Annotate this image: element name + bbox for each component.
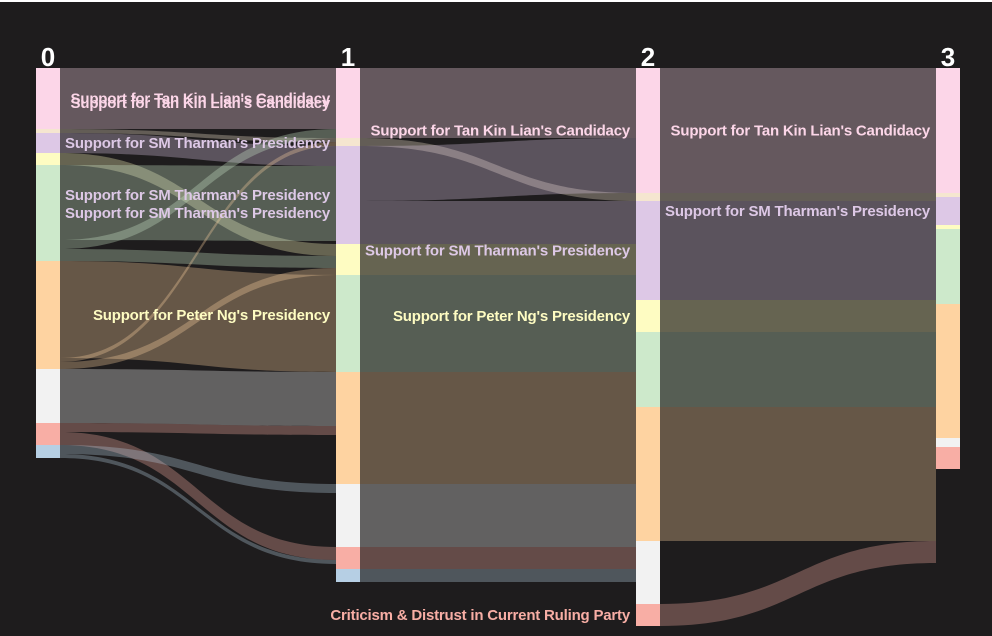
sankey-link — [60, 249, 336, 268]
sankey-link — [660, 447, 936, 541]
sankey-link — [360, 541, 636, 547]
sankey-link — [60, 68, 336, 129]
sankey-node — [636, 604, 660, 626]
sankey-node — [636, 193, 660, 201]
sankey-node — [936, 304, 960, 438]
node-label: Support for SM Tharman's Presidency — [665, 203, 931, 220]
sankey-link — [60, 261, 336, 372]
sankey-link — [60, 369, 336, 426]
sankey-link — [360, 244, 636, 275]
link-layer — [60, 68, 936, 626]
sankey-node — [36, 445, 60, 458]
sankey-node — [36, 165, 60, 261]
sankey-link — [360, 68, 636, 138]
node-layer — [36, 68, 960, 626]
sankey-node — [336, 68, 360, 138]
sankey-node — [36, 423, 60, 445]
sankey-node — [936, 197, 960, 225]
sankey-node — [36, 369, 60, 423]
column-label: 1 — [341, 42, 355, 72]
sankey-link — [60, 133, 336, 166]
column-label-layer: 0 1 2 3 — [41, 42, 955, 72]
sankey-node — [36, 68, 60, 129]
column-label: 3 — [941, 42, 955, 72]
node-label: Support for Tan Kin Lian's Candidacy — [671, 123, 931, 140]
sankey-link — [360, 138, 636, 201]
sankey-link — [660, 193, 936, 197]
node-label: Criticism & Distrust in Current Ruling P… — [330, 607, 630, 624]
sankey-node — [936, 447, 960, 469]
sankey-link — [360, 138, 636, 201]
sankey-node — [336, 244, 360, 275]
sankey-link — [360, 484, 636, 541]
top-border — [0, 0, 992, 2]
sankey-link — [360, 300, 636, 332]
sankey-node — [336, 569, 360, 582]
sankey-link — [360, 332, 636, 372]
sankey-link — [360, 201, 636, 244]
node-label: Support for SM Tharman's Presidency — [65, 187, 331, 204]
sankey-node — [936, 193, 960, 197]
node-label: Support for SM Tharman's Presidency — [365, 243, 631, 260]
sankey-link — [660, 332, 936, 407]
sankey-link — [360, 407, 636, 484]
sankey-node — [336, 372, 360, 484]
sankey-link — [60, 423, 336, 435]
sankey-node — [336, 275, 360, 372]
sankey-link — [60, 268, 336, 369]
sankey-node — [636, 300, 660, 332]
sankey-link — [360, 275, 636, 300]
sankey-node — [636, 541, 660, 604]
sankey-link — [660, 304, 936, 332]
sankey-link — [60, 129, 336, 249]
label-layer: Support for Tan Kin Lian's CandidacySupp… — [65, 91, 931, 625]
sankey-link — [60, 445, 336, 493]
sankey-node — [936, 68, 960, 193]
column-label: 2 — [641, 42, 655, 72]
sankey-link — [60, 153, 336, 256]
sankey-node — [936, 229, 960, 304]
sankey-node — [36, 153, 60, 165]
sankey-link — [60, 165, 336, 241]
sankey-node — [36, 133, 60, 153]
sankey-link — [660, 407, 936, 438]
sankey-node — [636, 332, 660, 407]
sankey-link — [660, 229, 936, 300]
sankey-node — [336, 138, 360, 146]
sankey-node — [636, 407, 660, 541]
sankey-node — [36, 129, 60, 133]
sankey-node — [936, 438, 960, 447]
node-label: Support for Tan Kin Lian's Candidacy — [371, 123, 631, 140]
sankey-link — [60, 432, 336, 560]
sankey-node — [636, 68, 660, 193]
node-label: Support for SM Tharman's Presidency — [65, 135, 331, 152]
sankey-link — [660, 541, 936, 626]
sankey-link — [360, 372, 636, 407]
sankey-node — [636, 201, 660, 300]
sankey-link — [60, 129, 336, 142]
sankey-link — [360, 569, 636, 582]
node-label: Support for Peter Ng's Presidency — [93, 307, 331, 324]
sankey-node — [336, 146, 360, 244]
sankey-link — [360, 547, 636, 569]
node-label: Support for Tan Kin Lian's Candidacy — [71, 91, 331, 108]
sankey-link — [660, 201, 936, 225]
node-label: Support for Peter Ng's Presidency — [393, 308, 631, 325]
sankey-link — [60, 454, 336, 564]
sankey-link — [660, 225, 936, 229]
column-label: 0 — [41, 42, 55, 72]
sankey-node — [336, 484, 360, 547]
node-label: Support for SM Tharman's Presidency — [65, 205, 331, 222]
sankey-link — [660, 197, 936, 201]
sankey-link — [60, 142, 336, 362]
sankey-node — [936, 225, 960, 229]
sankey-link — [660, 300, 936, 304]
sankey-node — [336, 547, 360, 569]
sankey-link — [660, 68, 936, 193]
sankey-link — [660, 438, 936, 447]
node-label: Support for Tan Kin Lian's Candidacy — [71, 95, 331, 112]
sankey-node — [36, 261, 60, 369]
